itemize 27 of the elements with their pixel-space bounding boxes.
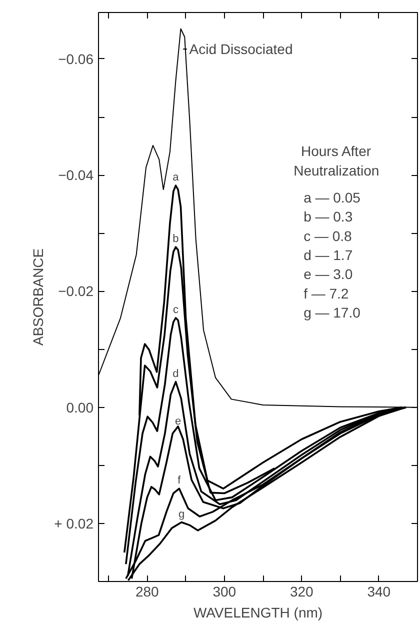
annotation: f — 7.2	[304, 285, 349, 302]
series-label: f	[178, 474, 182, 487]
y-tick-label: + 0.02	[54, 515, 94, 532]
y-tick-label: 0.00	[66, 399, 94, 416]
series-label: e	[175, 415, 182, 428]
x-axis-title: WAVELENGTH (nm)	[193, 604, 323, 620]
annotation: d — 1.7	[304, 247, 353, 264]
y-tick-label: −0.06	[58, 50, 94, 67]
y-tick-label: −0.04	[58, 167, 94, 184]
series-label: d	[172, 368, 179, 380]
y-axis-title: ABSORBANCE	[30, 248, 46, 346]
series-label: c	[172, 304, 179, 316]
legend-label: Acid Dissociated	[189, 41, 293, 58]
y-tick-label: −0.02	[58, 283, 94, 300]
legend-title: Hours After Neutralization	[294, 143, 380, 178]
annotation: g — 17.0	[304, 304, 361, 321]
x-tick-label: 300	[212, 584, 236, 600]
annotation: c — 0.8	[304, 228, 352, 244]
x-tick-label: 280	[135, 584, 160, 600]
x-tick-label: 340	[367, 584, 391, 600]
annotation: b — 0.3	[304, 208, 353, 225]
series-label: a	[172, 172, 180, 184]
x-tick-label: 320	[290, 584, 314, 600]
series-label: b	[172, 233, 179, 246]
annotation: a — 0.05	[304, 190, 361, 206]
series-label: g	[178, 508, 185, 520]
annotation: e — 3.0	[304, 266, 353, 282]
